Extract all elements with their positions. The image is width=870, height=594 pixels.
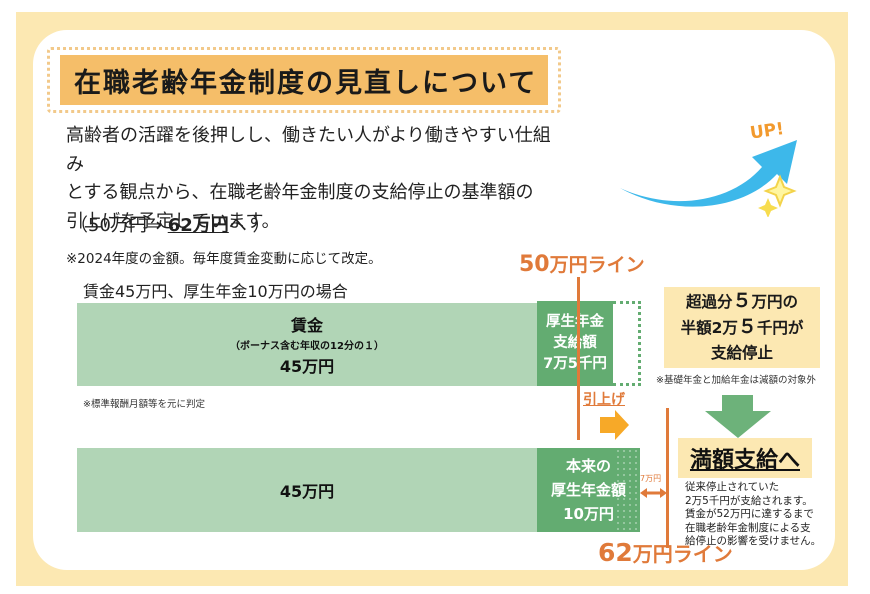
line-62-unit: 万円ライン [632,542,733,566]
excess-line-2: 半額2万５千円が [680,316,804,338]
stopped-portion-box [613,301,641,386]
full-payment-description: 従来停止されていた 2万5千円が支給されます。 賃金が52万円に達するまで 在職… [685,481,835,549]
pension-paid-box: 厚生年金 支給額 7万5千円 [537,301,613,386]
wage-title: 賃金 [290,316,323,335]
threshold-change: （50万円⇒ 62万円へ ） [70,211,271,237]
excess-line-3: 支給停止 [710,344,773,362]
basic-pension-note: ※基礎年金と加給年金は減額の対象外 [656,375,816,386]
change-prefix: （50万円⇒ [70,215,168,236]
wage-subtitle: （ボーナス含む年収の12分の１） [230,341,384,352]
wage-bar-new: 45万円 [77,448,537,532]
desc-line: 在職老齢年金制度による支 [685,521,811,534]
wage-bar-current: 賃金 （ボーナス含む年収の12分の１） 45万円 [77,303,537,386]
page-title: 在職老齢年金制度の見直しについて [60,55,548,105]
intro-line: 高齢者の活躍を後押しし、働きたい人がより働きやすい仕組み [66,125,551,175]
full-payment-title: 満額支給へ [678,438,812,478]
excess-stop-box: 超過分５万円の 半額2万５千円が 支給停止 [664,287,820,368]
difference-label: 7万円 [640,474,662,483]
raise-label: 引上げ [583,392,625,408]
desc-line: 給停止の影響を受けません。 [685,535,822,547]
double-arrow-icon [640,484,667,503]
pension-line: 7万5千円 [543,356,607,372]
change-suffix: へ ） [228,215,271,236]
desc-line: 賃金が52万円に達するまで [685,508,814,520]
new-threshold: 62万円 [167,215,229,236]
up-arrow-icon: UP! [612,112,812,221]
pension-line: 10万円 [563,505,614,523]
wage-amount: 45万円 [279,482,335,501]
line-50-label: 50万円ライン [519,250,645,277]
intro-paragraph: 高齢者の活躍を後押しし、働きたい人がより働きやすい仕組み とする観点から、在職老… [66,122,566,236]
full-pension-box: 本来の 厚生年金額 10万円 [537,448,640,532]
desc-line: 2万5千円が支給されます。 [685,494,813,507]
pension-fill [537,448,615,532]
standard-remuneration-note: ※標準報酬月額等を元に判定 [83,399,205,410]
line-62-marker [666,408,669,548]
down-arrow-icon [705,395,771,442]
desc-line: 従来停止されていた [685,481,780,493]
pension-line: 支給額 [553,335,597,351]
fiscal-year-note: ※2024年度の金額。毎年度賃金変動に応じて改定。 [66,251,382,267]
line-62-label: 62万円ライン [598,538,733,567]
wage-amount: 45万円 [279,357,335,376]
case-label: 賃金45万円、厚生年金10万円の場合 [83,282,348,301]
title-dotted-border [47,47,561,113]
pension-line: 厚生年金額 [550,481,626,499]
line-50-unit: 万円ライン [549,254,645,276]
intro-line: とする観点から、在職老齢年金制度の支給停止の基準額の [66,182,534,203]
intro-line: 引上げを予定しています。 [66,210,280,232]
line-62-number: 62 [598,538,633,567]
excess-line-1: 超過分５万円の [685,290,799,312]
line-50-marker [577,277,580,440]
up-badge: UP! [749,119,785,144]
raise-arrow-icon [600,410,630,444]
pension-line: 厚生年金 [546,314,604,330]
line-50-number: 50 [519,252,550,277]
pension-line: 本来の [565,457,611,475]
